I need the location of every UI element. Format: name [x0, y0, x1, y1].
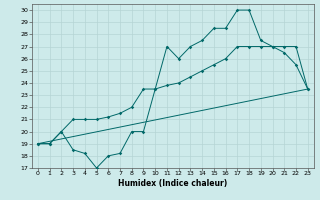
X-axis label: Humidex (Indice chaleur): Humidex (Indice chaleur)	[118, 179, 228, 188]
